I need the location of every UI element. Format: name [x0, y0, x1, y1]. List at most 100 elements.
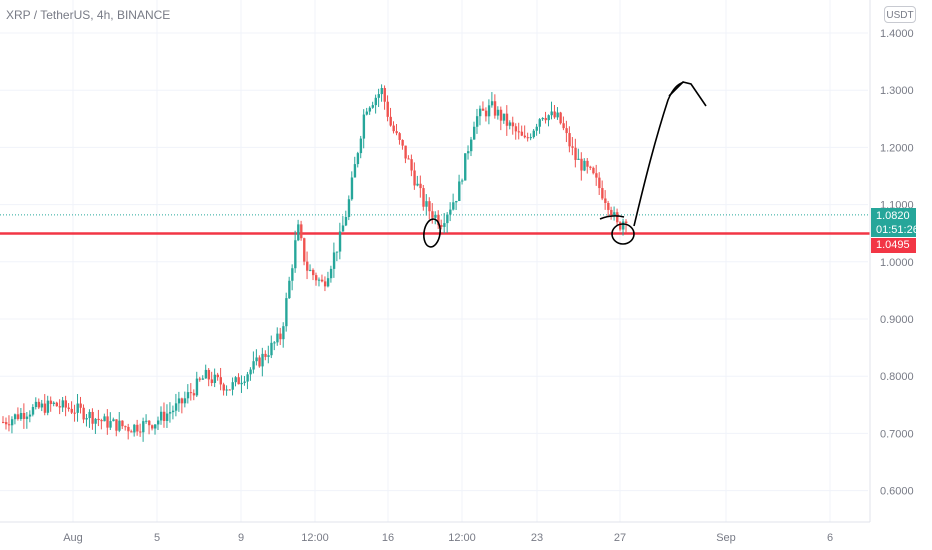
candle-up	[177, 398, 181, 404]
candle-up	[46, 400, 50, 413]
candle-down	[228, 389, 231, 391]
candle-down	[383, 88, 386, 102]
candle-down	[484, 110, 488, 117]
candle-up	[335, 251, 339, 253]
candle-down	[151, 425, 154, 429]
candle-up	[165, 413, 169, 421]
candle-up	[112, 419, 115, 422]
candle-down	[422, 188, 425, 207]
candle-up	[622, 221, 625, 230]
candle-up	[470, 139, 473, 152]
candle-up	[297, 224, 300, 241]
candle-down	[389, 116, 392, 126]
candle-down	[437, 214, 440, 225]
candle-down	[481, 108, 485, 111]
candle-up	[532, 130, 535, 138]
candle-down	[595, 173, 598, 178]
candle-up	[556, 112, 559, 118]
candle-up	[535, 126, 538, 131]
candle-up	[344, 217, 348, 226]
candle-down	[410, 159, 413, 171]
candle-up	[464, 153, 467, 181]
candle-down	[586, 160, 589, 167]
tick-stroke-annotation	[599, 215, 625, 220]
candle-down	[100, 420, 103, 422]
candle-up	[225, 389, 228, 391]
time-tick-label: 27	[614, 532, 626, 544]
candle-down	[97, 418, 100, 421]
candle-down	[440, 224, 443, 227]
candle-down	[431, 211, 434, 218]
candle-up	[246, 374, 249, 382]
candle-down	[58, 406, 62, 408]
candle-down	[526, 137, 530, 139]
candle-down	[139, 431, 142, 433]
candle-up	[261, 353, 264, 367]
candle-up	[34, 401, 38, 408]
candle-down	[91, 411, 94, 424]
candle-up	[332, 252, 336, 269]
candle-up	[201, 378, 205, 380]
candle-up	[329, 268, 333, 279]
candle-up	[613, 212, 616, 216]
candle-down	[148, 420, 151, 426]
candle-down	[22, 412, 26, 419]
candle-down	[198, 378, 202, 380]
candle-up	[446, 214, 449, 224]
candle-down	[49, 400, 53, 404]
candle-up	[285, 298, 288, 327]
time-tick-label: 12:00	[301, 532, 329, 544]
candle-down	[127, 426, 130, 432]
candle-up	[40, 403, 44, 408]
candle-down	[136, 424, 139, 432]
candle-up	[157, 420, 160, 425]
candle-up	[174, 403, 178, 411]
candle-up	[145, 420, 148, 422]
candle-up	[449, 209, 452, 215]
candle-up	[76, 403, 79, 413]
candle-down	[189, 392, 193, 394]
candle-down	[207, 369, 211, 380]
candle-down	[398, 133, 401, 140]
candle-down	[180, 398, 184, 404]
bar-countdown: 01:51:26	[876, 224, 919, 236]
candle-down	[520, 131, 524, 136]
candle-up	[455, 200, 458, 203]
candle-down	[523, 135, 527, 138]
candlestick-series	[2, 84, 628, 442]
candle-down	[264, 353, 267, 357]
candle-up	[240, 382, 243, 385]
candle-up	[416, 183, 419, 186]
candle-up	[577, 158, 580, 160]
candle-down	[598, 177, 601, 189]
candle-down	[82, 407, 85, 420]
candle-down	[210, 379, 214, 384]
currency-button[interactable]: USDT	[884, 6, 916, 23]
price-tick-label: 1.3000	[880, 85, 914, 97]
candle-up	[31, 407, 35, 415]
price-tick-label: 1.0000	[880, 257, 914, 269]
candle-up	[267, 355, 270, 357]
candle-up	[282, 326, 285, 340]
candle-up	[529, 137, 533, 139]
candle-up	[502, 113, 506, 121]
candle-down	[565, 128, 568, 134]
candle-down	[237, 377, 240, 385]
candle-down	[2, 421, 5, 423]
candle-down	[386, 101, 389, 117]
candle-down	[115, 419, 118, 431]
candle-up	[547, 115, 550, 121]
candle-up	[317, 279, 321, 281]
candle-up	[186, 392, 190, 399]
circle-annotation-second-low	[611, 223, 635, 245]
candle-up	[270, 342, 273, 356]
candle-up	[362, 114, 366, 139]
candle-down	[601, 188, 604, 199]
candle-down	[625, 221, 628, 224]
price-tick-label: 0.7000	[880, 428, 914, 440]
candle-up	[425, 201, 428, 207]
candle-up	[309, 269, 312, 271]
candle-up	[276, 333, 279, 343]
candle-up	[326, 278, 330, 287]
